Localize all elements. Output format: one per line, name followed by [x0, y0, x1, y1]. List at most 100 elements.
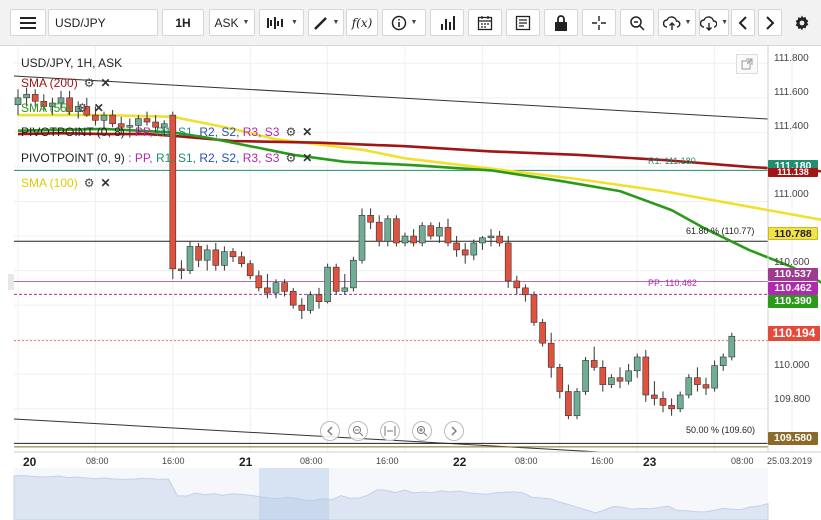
current-price-label: 110.194	[768, 326, 820, 341]
candle-body	[651, 394, 658, 399]
price-label-sma55: 110.390	[768, 295, 818, 308]
indicator-label: SMA (200)	[21, 76, 78, 90]
candle-body	[135, 118, 142, 126]
news-button[interactable]	[506, 9, 540, 36]
calendar-button[interactable]	[468, 9, 502, 36]
candle-body	[573, 391, 581, 417]
candle-body	[74, 106, 82, 112]
candle-body	[186, 246, 194, 271]
candle-body	[659, 398, 667, 406]
candle-body	[685, 377, 693, 396]
reset-zoom-button[interactable]	[380, 421, 400, 441]
candle-body	[444, 227, 452, 244]
candle-body	[599, 367, 607, 385]
indicator-sma55[interactable]: SMA (55) ⚙ ✕	[21, 101, 104, 115]
gear-icon[interactable]: ⚙	[285, 151, 297, 165]
candle-body	[152, 121, 159, 128]
lock-icon	[555, 14, 567, 31]
candle-body	[539, 322, 546, 344]
menu-button[interactable]	[10, 9, 46, 36]
download-button[interactable]: ▼	[699, 9, 729, 36]
pivot-part: S3	[264, 151, 280, 165]
candle-body	[728, 335, 736, 358]
candle-body	[40, 100, 48, 107]
price-chart[interactable]	[0, 46, 821, 520]
indicator-sma100[interactable]: SMA (100) ⚙ ✕	[21, 176, 111, 190]
close-icon[interactable]: ✕	[302, 125, 313, 139]
symbol-selector[interactable]: USD/JPY	[48, 9, 158, 36]
zoom-in-button[interactable]	[412, 421, 432, 441]
candle-body	[461, 249, 469, 256]
settings-button[interactable]	[788, 9, 816, 36]
pivot-part: R2,	[199, 125, 219, 139]
candle-body	[556, 367, 564, 392]
x-tick: 22	[453, 455, 467, 469]
crosshair-button[interactable]	[582, 9, 616, 36]
candle-body	[143, 118, 151, 123]
candle-body	[633, 356, 641, 372]
candle-body	[719, 356, 727, 366]
price-type-selector[interactable]: ASK ▼	[209, 9, 255, 36]
indicator-pivot-8[interactable]: PIVOTPOINT (0, 8) : PP, R1, S1, R2, S2, …	[21, 125, 312, 139]
candle-body	[711, 365, 718, 389]
candle-body	[436, 227, 443, 237]
zoom-out-button[interactable]	[348, 421, 368, 441]
x-tick: 08:00	[86, 456, 109, 466]
resize-handle[interactable]	[8, 274, 14, 290]
x-tick: 08:00	[300, 456, 323, 466]
level-label-fib618: 61.80 % (110.77)	[686, 226, 755, 236]
volume-icon	[441, 15, 455, 30]
pivot-part: R2,	[199, 151, 219, 165]
popout-button[interactable]	[736, 54, 758, 74]
price-type-label: ASK	[214, 15, 239, 30]
draw-button[interactable]: ▼	[308, 9, 344, 36]
bar-style-button[interactable]: ▼	[259, 9, 304, 36]
download-icon	[700, 15, 718, 31]
close-icon[interactable]: ✕	[100, 176, 111, 190]
price-label-sma100: 110.788	[768, 227, 818, 240]
news-icon	[515, 15, 531, 30]
price-label-pivot: 110.537	[768, 268, 818, 281]
info-button[interactable]: ▼	[382, 9, 426, 36]
candle-body	[547, 342, 555, 368]
candle-body	[221, 251, 228, 266]
gear-icon[interactable]: ⚙	[285, 125, 297, 139]
candle-body	[126, 125, 134, 128]
scroll-right-nav[interactable]	[444, 421, 464, 441]
candle-body	[255, 275, 263, 289]
chevron-right-icon	[766, 15, 775, 30]
indicator-sma200[interactable]: SMA (200) ⚙ ✕	[21, 76, 111, 90]
candle-body	[616, 377, 624, 382]
candle-body	[238, 256, 245, 264]
sma200-line	[17, 131, 821, 173]
volume-button[interactable]	[430, 9, 464, 36]
calendar-icon	[477, 15, 493, 30]
scroll-left-nav[interactable]	[320, 421, 340, 441]
candle-body	[401, 235, 409, 244]
pivot-part: R1,	[155, 125, 175, 139]
close-icon[interactable]: ✕	[302, 151, 313, 165]
pivot-part: R3,	[242, 151, 262, 165]
candle-body	[522, 287, 529, 296]
indicator-pivot-9[interactable]: PIVOTPOINT (0, 9) : PP, R1, S1, R2, S2, …	[21, 151, 312, 165]
function-button[interactable]: f(x)	[346, 9, 378, 36]
candle-body	[109, 114, 116, 125]
zoom-button[interactable]	[620, 9, 654, 36]
lock-button[interactable]	[544, 9, 578, 36]
close-icon[interactable]: ✕	[100, 76, 111, 90]
navigator-window[interactable]	[259, 468, 329, 520]
zoom-icon	[630, 15, 645, 31]
scroll-left-button[interactable]	[731, 9, 755, 36]
scroll-right-button[interactable]	[758, 9, 782, 36]
candle-body	[195, 246, 202, 261]
candle-body	[367, 215, 374, 223]
zoom-in-icon	[417, 426, 428, 437]
gear-icon[interactable]: ⚙	[83, 76, 95, 90]
gear-icon[interactable]: ⚙	[77, 101, 88, 115]
candle-body	[307, 294, 314, 311]
timeframe-selector[interactable]: 1H	[162, 9, 204, 36]
candle-body	[14, 97, 22, 106]
close-icon[interactable]: ✕	[93, 101, 104, 115]
upload-button[interactable]: ▼	[658, 9, 696, 36]
gear-icon[interactable]: ⚙	[83, 176, 95, 190]
